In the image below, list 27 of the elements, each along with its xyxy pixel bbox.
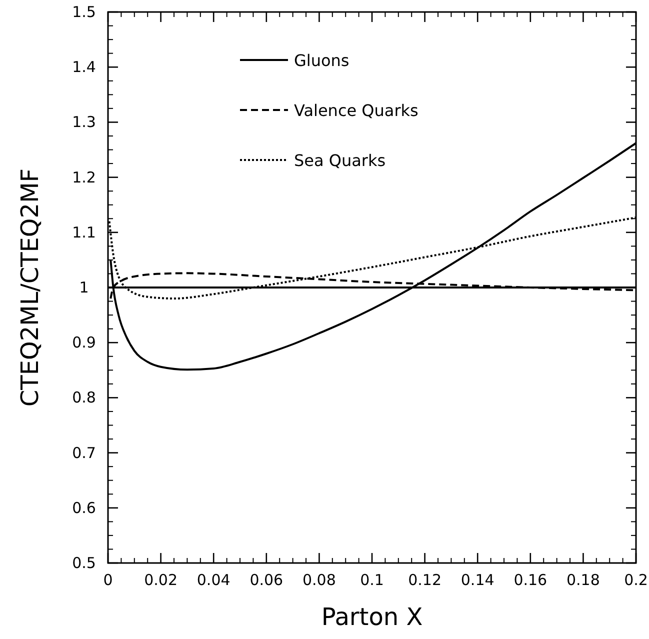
y-axis-title: CTEQ2ML/CTEQ2MF	[16, 168, 44, 407]
y-tick-label: 1.5	[72, 3, 96, 21]
y-tick-label: 1.4	[72, 58, 96, 76]
y-tick-label: 0.7	[72, 444, 96, 462]
x-tick-label: 0.2	[624, 571, 648, 589]
legend-label: Valence Quarks	[294, 101, 418, 120]
x-axis-title: Parton X	[321, 603, 423, 631]
y-tick-label: 1.2	[72, 168, 96, 186]
x-tick-label: 0.16	[514, 571, 548, 589]
x-tick-label: 0.12	[408, 571, 442, 589]
x-tick-label: 0.06	[250, 571, 284, 589]
y-tick-label: 1.3	[72, 113, 96, 132]
x-tick-label: 0.1	[360, 571, 384, 589]
x-tick-label: 0	[103, 571, 113, 589]
y-tick-label: 0.9	[72, 334, 96, 352]
x-tick-label: 0.02	[144, 571, 178, 589]
x-tick-label: 0.18	[566, 571, 600, 589]
legend-label: Sea Quarks	[294, 151, 386, 170]
x-tick-label: 0.04	[196, 571, 230, 589]
y-tick-label: 1	[79, 278, 89, 296]
y-tick-label: 0.5	[72, 554, 96, 572]
y-tick-label: 0.8	[72, 388, 96, 407]
y-tick-label: 0.6	[72, 498, 96, 517]
legend-label: Gluons	[294, 51, 350, 70]
x-tick-label: 0.14	[460, 571, 494, 589]
x-tick-label: 0.08	[302, 571, 336, 589]
y-tick-label: 1.1	[72, 223, 96, 242]
